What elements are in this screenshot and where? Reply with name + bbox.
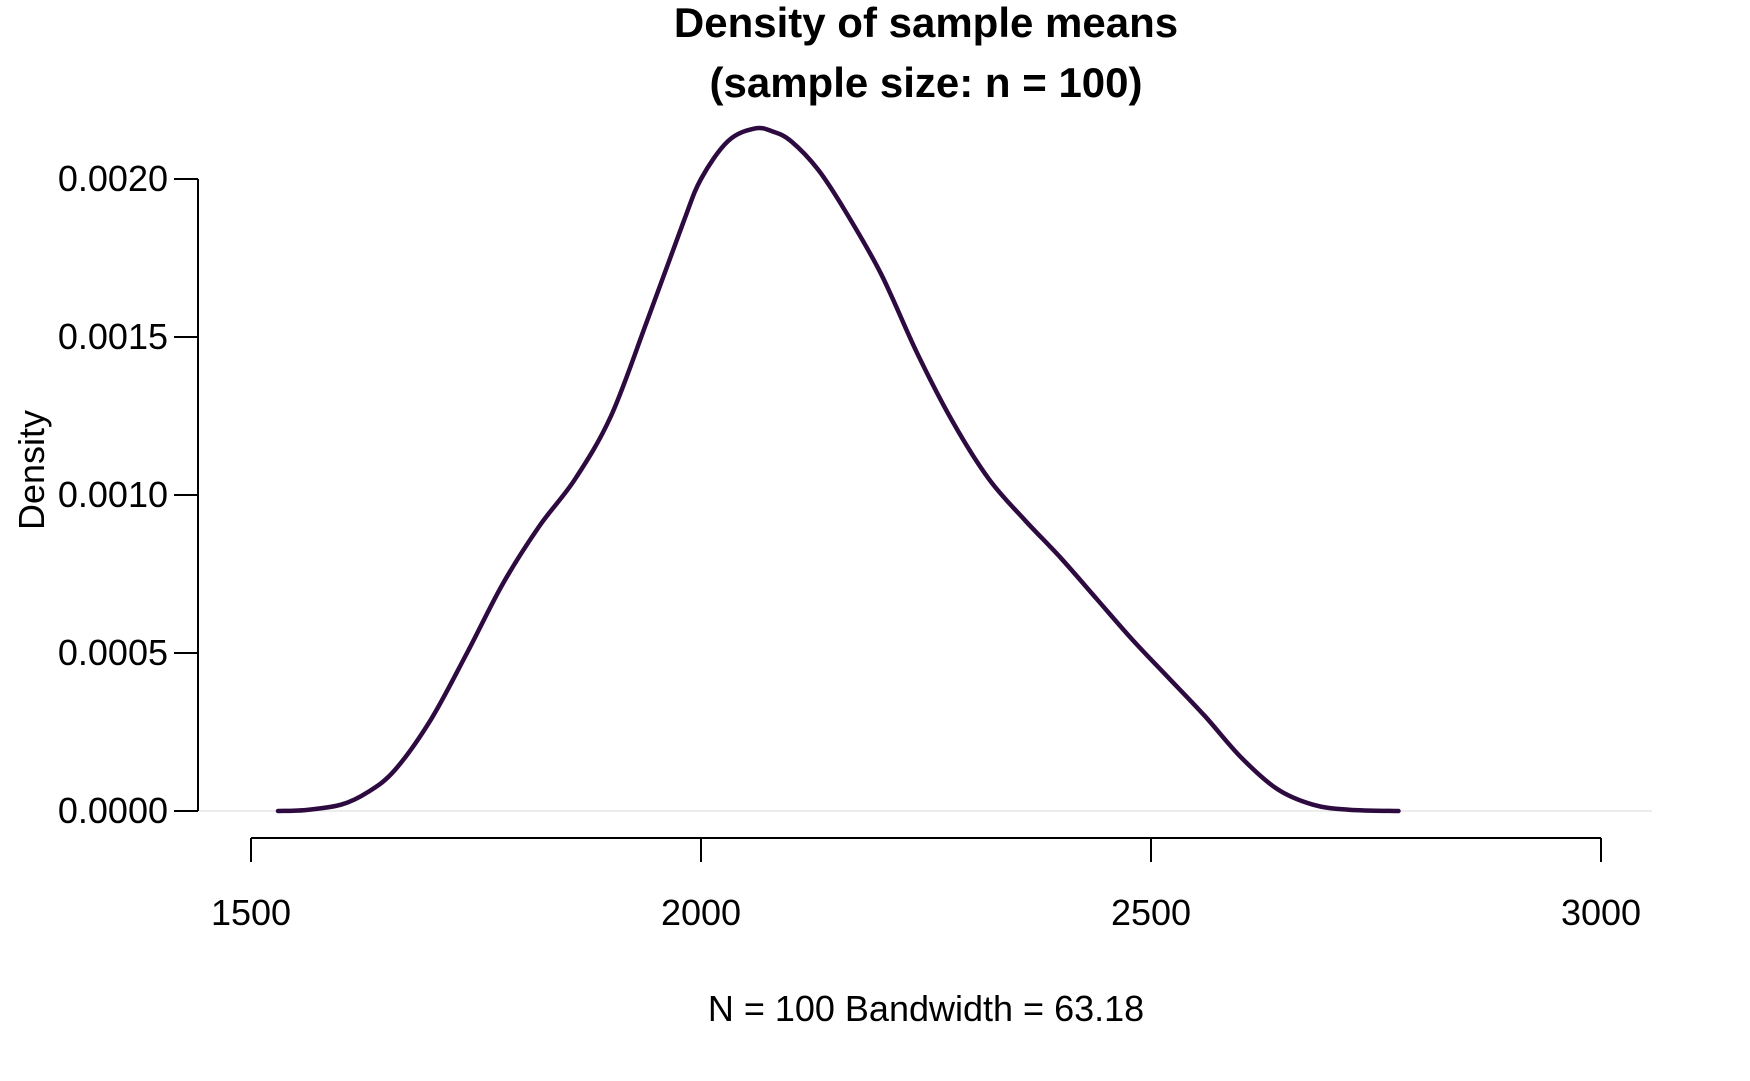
chart-title-line2: (sample size: n = 100) bbox=[709, 59, 1142, 106]
density-curve bbox=[275, 125, 1401, 814]
y-axis: 0.0000 0.0005 0.0010 0.0015 0.0020 bbox=[58, 158, 199, 831]
chart-title-line1: Density of sample means bbox=[674, 0, 1178, 46]
y-tick-label: 0.0015 bbox=[58, 316, 168, 357]
x-tick-label: 2000 bbox=[661, 892, 741, 933]
x-axis-title: N = 100 Bandwidth = 63.18 bbox=[708, 988, 1144, 1029]
y-axis-title: Density bbox=[11, 410, 52, 530]
y-tick-label: 0.0005 bbox=[58, 632, 168, 673]
y-tick-label: 0.0000 bbox=[58, 790, 168, 831]
x-tick-label: 1500 bbox=[211, 892, 291, 933]
y-tick-label: 0.0010 bbox=[58, 474, 168, 515]
x-axis: 1500 2000 2500 3000 bbox=[211, 837, 1641, 933]
x-tick-label: 2500 bbox=[1111, 892, 1191, 933]
y-tick-label: 0.0020 bbox=[58, 158, 168, 199]
x-tick-label: 3000 bbox=[1561, 892, 1641, 933]
